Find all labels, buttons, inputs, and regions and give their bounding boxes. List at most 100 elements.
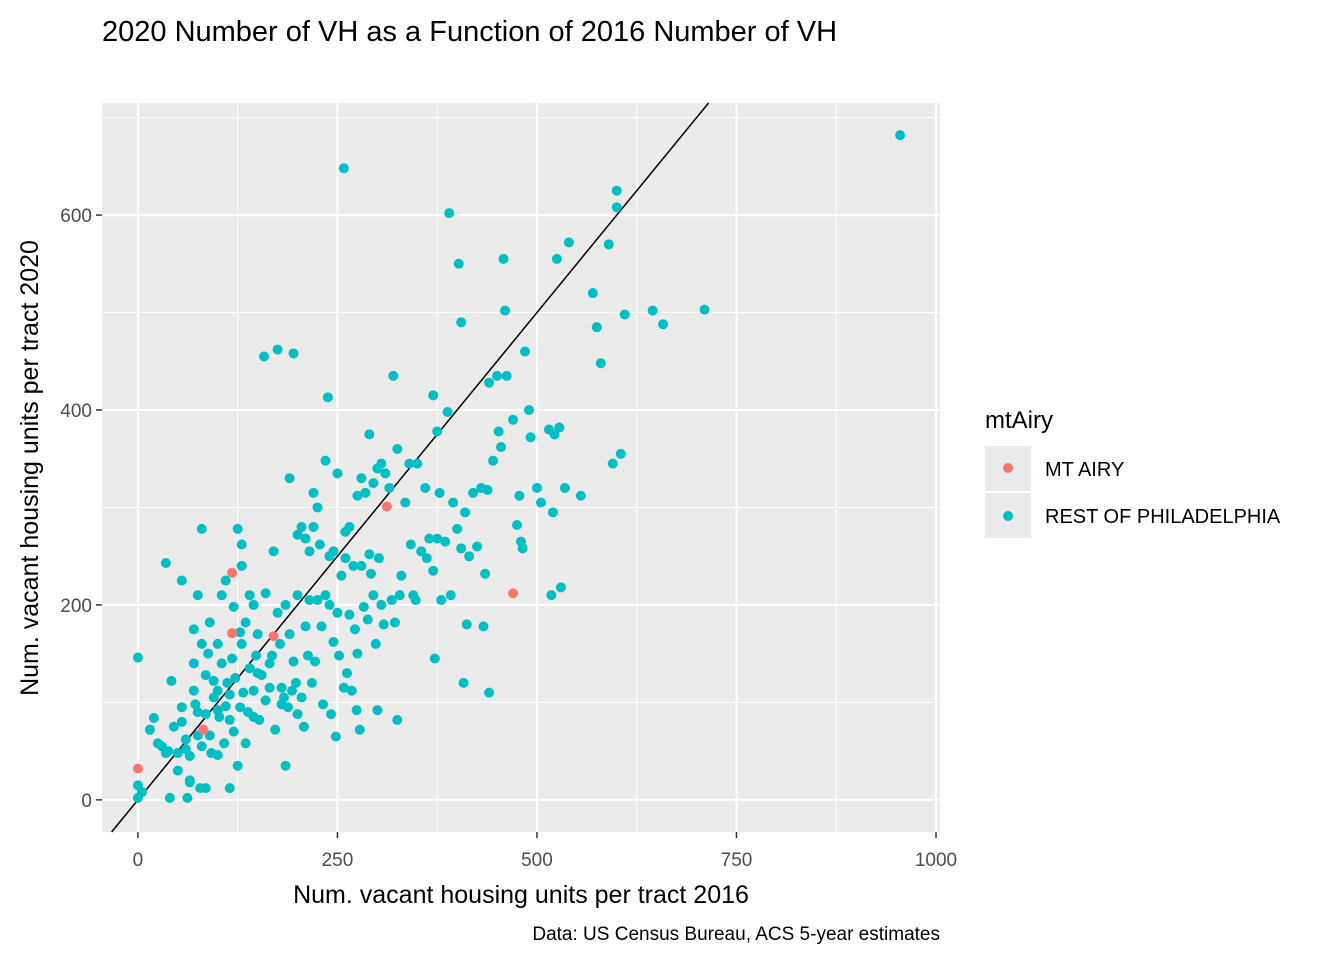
point-rest-of-philadelphia xyxy=(164,792,175,803)
point-rest-of-philadelphia xyxy=(224,783,235,794)
y-axis-ticks: 0 200 400 600 xyxy=(60,206,102,812)
point-rest-of-philadelphia xyxy=(212,638,223,649)
point-rest-of-philadelphia xyxy=(290,677,301,688)
point-rest-of-philadelphia xyxy=(429,653,440,664)
point-mt-airy xyxy=(227,628,238,639)
point-rest-of-philadelphia xyxy=(232,760,243,771)
point-rest-of-philadelphia xyxy=(358,601,369,612)
point-rest-of-philadelphia xyxy=(200,709,211,720)
point-rest-of-philadelphia xyxy=(394,590,405,601)
point-rest-of-philadelphia xyxy=(254,714,265,725)
x-tick-label: 750 xyxy=(721,850,753,871)
point-rest-of-philadelphia xyxy=(336,570,347,581)
point-rest-of-philadelphia xyxy=(519,346,530,357)
point-rest-of-philadelphia xyxy=(372,705,383,716)
point-rest-of-philadelphia xyxy=(268,546,279,557)
x-axis-ticks: 0 250 500 750 1000 xyxy=(133,832,957,871)
point-rest-of-philadelphia xyxy=(535,497,546,508)
point-rest-of-philadelphia xyxy=(461,619,472,630)
point-rest-of-philadelphia xyxy=(203,648,214,659)
point-rest-of-philadelphia xyxy=(260,588,271,599)
point-rest-of-philadelphia xyxy=(432,533,443,544)
point-rest-of-philadelphia xyxy=(554,422,565,433)
legend-label-rest: REST OF PHILADELPHIA xyxy=(1045,506,1281,528)
point-rest-of-philadelphia xyxy=(312,595,323,606)
point-rest-of-philadelphia xyxy=(352,648,363,659)
point-rest-of-philadelphia xyxy=(284,473,295,484)
point-rest-of-philadelphia xyxy=(615,448,626,459)
point-rest-of-philadelphia xyxy=(354,724,365,735)
point-rest-of-philadelphia xyxy=(603,239,614,250)
point-rest-of-philadelphia xyxy=(168,721,179,732)
point-rest-of-philadelphia xyxy=(386,595,397,606)
point-rest-of-philadelphia xyxy=(196,741,207,752)
point-rest-of-philadelphia xyxy=(512,520,523,531)
point-rest-of-philadelphia xyxy=(244,663,255,674)
point-rest-of-philadelphia xyxy=(320,455,331,466)
point-rest-of-philadelphia xyxy=(460,507,471,518)
point-mt-airy xyxy=(268,631,279,642)
point-rest-of-philadelphia xyxy=(236,560,247,571)
point-rest-of-philadelphia xyxy=(468,487,479,498)
point-rest-of-philadelphia xyxy=(448,497,459,508)
point-rest-of-philadelphia xyxy=(611,185,622,196)
point-rest-of-philadelphia xyxy=(523,404,534,415)
point-rest-of-philadelphia xyxy=(434,487,445,498)
legend-title: mtAiry xyxy=(985,407,1053,434)
point-rest-of-philadelphia xyxy=(559,482,570,493)
point-rest-of-philadelphia xyxy=(176,702,187,713)
point-rest-of-philadelphia xyxy=(240,617,251,628)
point-rest-of-philadelphia xyxy=(376,599,387,610)
point-rest-of-philadelphia xyxy=(160,558,171,569)
point-rest-of-philadelphia xyxy=(330,731,341,742)
point-rest-of-philadelphia xyxy=(619,309,630,320)
point-rest-of-philadelphia xyxy=(332,607,343,618)
point-rest-of-philadelphia xyxy=(326,709,337,720)
legend-key-mt-airy xyxy=(1003,463,1013,473)
point-rest-of-philadelphia xyxy=(480,568,491,579)
point-rest-of-philadelphia xyxy=(472,541,483,552)
point-rest-of-philadelphia xyxy=(212,685,223,696)
point-rest-of-philadelphia xyxy=(144,724,155,735)
point-rest-of-philadelphia xyxy=(282,702,293,713)
point-rest-of-philadelphia xyxy=(228,601,239,612)
plot-panel xyxy=(102,102,940,833)
point-rest-of-philadelphia xyxy=(252,629,263,640)
point-rest-of-philadelphia xyxy=(338,163,349,174)
point-rest-of-philadelphia xyxy=(136,787,147,798)
point-rest-of-philadelphia xyxy=(360,487,371,498)
point-rest-of-philadelphia xyxy=(172,748,183,759)
point-rest-of-philadelphia xyxy=(484,687,495,698)
point-rest-of-philadelphia xyxy=(658,319,669,330)
point-rest-of-philadelphia xyxy=(440,536,451,547)
point-rest-of-philadelphia xyxy=(272,607,283,618)
point-rest-of-philadelphia xyxy=(420,482,431,493)
point-rest-of-philadelphia xyxy=(492,370,503,381)
point-rest-of-philadelphia xyxy=(272,344,283,355)
grid-lines xyxy=(102,103,940,832)
point-rest-of-philadelphia xyxy=(456,317,467,328)
point-rest-of-philadelphia xyxy=(188,624,199,635)
point-rest-of-philadelphia xyxy=(340,553,351,564)
point-rest-of-philadelphia xyxy=(264,682,275,693)
point-rest-of-philadelphia xyxy=(308,521,319,532)
point-rest-of-philadelphia xyxy=(300,533,311,544)
point-rest-of-philadelphia xyxy=(445,590,456,601)
point-rest-of-philadelphia xyxy=(348,560,359,571)
point-rest-of-philadelphia xyxy=(453,258,464,269)
x-axis-label: Num. vacant housing units per tract 2016 xyxy=(293,881,749,909)
point-rest-of-philadelphia xyxy=(302,650,313,661)
point-rest-of-philadelphia xyxy=(132,652,143,663)
point-rest-of-philadelphia xyxy=(259,351,270,362)
point-rest-of-philadelphia xyxy=(370,638,381,649)
point-mt-airy xyxy=(227,567,238,578)
point-rest-of-philadelphia xyxy=(428,565,439,576)
point-rest-of-philadelphia xyxy=(304,595,315,606)
point-rest-of-philadelphia xyxy=(356,473,367,484)
point-rest-of-philadelphia xyxy=(248,685,259,696)
point-rest-of-philadelphia xyxy=(895,130,906,141)
x-tick-label: 0 xyxy=(133,850,144,871)
point-rest-of-philadelphia xyxy=(312,502,323,513)
point-rest-of-philadelphia xyxy=(220,575,231,586)
point-rest-of-philadelphia xyxy=(421,553,432,564)
